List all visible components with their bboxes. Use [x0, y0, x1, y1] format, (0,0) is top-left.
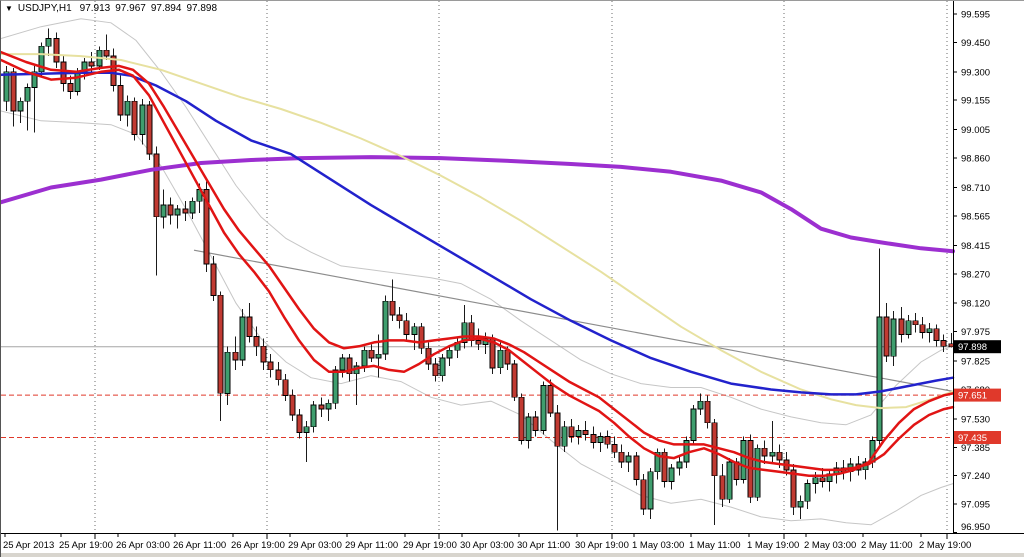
svg-text:25 Apr 2013: 25 Apr 2013 [3, 540, 54, 551]
ma_purple_slow [1, 155, 955, 254]
level-lines [1, 346, 953, 438]
svg-text:99.595: 99.595 [961, 9, 990, 20]
svg-text:29 Apr 11:00: 29 Apr 11:00 [345, 540, 398, 551]
time-axis[interactable]: 25 Apr 2013 25 Apr 19:00 26 Apr 03:00 26 Ap… [1, 533, 1024, 557]
collapse-icon[interactable]: ▼ [5, 3, 13, 13]
svg-text:25 Apr 19:00: 25 Apr 19:00 [59, 540, 113, 551]
svg-text:1 May 11:00: 1 May 11:00 [689, 540, 741, 551]
svg-text:2 May 19:00: 2 May 19:00 [919, 540, 971, 551]
svg-text:98.120: 98.120 [961, 299, 990, 310]
price-marker [954, 431, 1001, 444]
ohlc-close: 97.898 [186, 3, 218, 14]
svg-text:97.651: 97.651 [958, 391, 987, 402]
svg-text:97.240: 97.240 [961, 471, 990, 482]
ma_yellow [1, 53, 954, 410]
svg-text:1 May 19:00: 1 May 19:00 [747, 540, 799, 551]
svg-text:96.950: 96.950 [961, 522, 990, 533]
svg-text:99.005: 99.005 [961, 125, 990, 136]
day-separators [94, 1, 948, 533]
svg-text:30 Apr 03:00: 30 Apr 03:00 [460, 540, 514, 551]
svg-text:26 Apr 03:00: 26 Apr 03:00 [116, 540, 170, 551]
svg-text:98.710: 98.710 [961, 183, 990, 194]
ohlc-low: 97.894 [150, 3, 182, 14]
price-marker [954, 388, 1001, 402]
price-marker [954, 340, 1001, 354]
ohlc-open: 97.913 [79, 3, 111, 14]
svg-text:2 May 03:00: 2 May 03:00 [804, 540, 856, 551]
ohlc-high: 97.967 [115, 3, 146, 14]
svg-text:97.530: 97.530 [961, 414, 990, 425]
svg-text:98.565: 98.565 [961, 211, 990, 222]
svg-text:97.898: 97.898 [958, 342, 987, 353]
svg-text:98.860: 98.860 [961, 154, 990, 165]
svg-text:29 Apr 19:00: 29 Apr 19:00 [403, 540, 457, 551]
svg-text:26 Apr 19:00: 26 Apr 19:00 [231, 540, 285, 551]
svg-text:99.450: 99.450 [961, 38, 990, 49]
svg-text:26 Apr 11:00: 26 Apr 11:00 [173, 540, 226, 551]
price-axis[interactable]: 99.595 99.450 99.300 99.155 99.005 98.860 98.7… [953, 1, 1001, 534]
ma_red_slow [1, 50, 955, 472]
svg-text:2 May 11:00: 2 May 11:00 [861, 540, 913, 551]
chart-title-overlay: ▼ USDJPY,H1 97.913 97.967 97.894 97.898 [5, 3, 217, 14]
band_upper [1, 18, 954, 426]
ma-layer [1, 50, 955, 477]
window-bottom-strip [1, 553, 1024, 557]
svg-text:29 Apr 03:00: 29 Apr 03:00 [288, 540, 342, 551]
bands-layer [1, 18, 954, 526]
ma_red_fast [1, 58, 955, 477]
svg-text:98.415: 98.415 [961, 241, 990, 252]
svg-text:99.155: 99.155 [961, 96, 990, 107]
svg-text:97.975: 97.975 [961, 327, 990, 338]
candles-layer [3, 28, 955, 531]
svg-text:98.270: 98.270 [961, 269, 990, 280]
band_lower [1, 110, 954, 526]
svg-text:97.095: 97.095 [961, 500, 990, 511]
svg-text:97.825: 97.825 [961, 357, 990, 368]
symbol-period-label: USDJPY,H1 [17, 3, 72, 14]
svg-text:97.385: 97.385 [961, 443, 990, 454]
svg-text:30 Apr 11:00: 30 Apr 11:00 [517, 540, 570, 551]
svg-text:99.300: 99.300 [961, 67, 990, 78]
svg-text:30 Apr 19:00: 30 Apr 19:00 [575, 540, 629, 551]
svg-text:1 May 03:00: 1 May 03:00 [632, 540, 684, 551]
svg-text:97.435: 97.435 [958, 433, 987, 444]
